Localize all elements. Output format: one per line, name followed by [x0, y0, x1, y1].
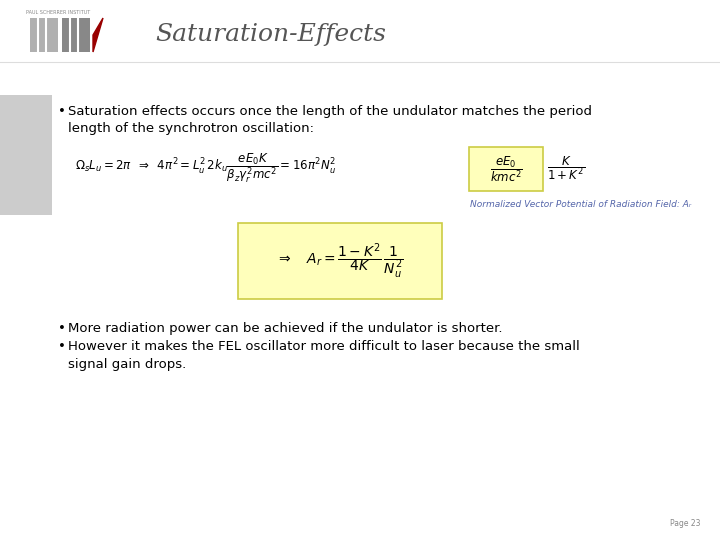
Text: $\dfrac{eE_0}{kmc^2}$: $\dfrac{eE_0}{kmc^2}$ [490, 154, 523, 184]
Text: However it makes the FEL oscillator more difficult to laser because the small: However it makes the FEL oscillator more… [68, 340, 580, 353]
Text: Page 23: Page 23 [670, 519, 700, 528]
FancyBboxPatch shape [62, 18, 90, 52]
Text: Normalized Vector Potential of Radiation Field: Aᵣ: Normalized Vector Potential of Radiation… [470, 200, 691, 209]
FancyBboxPatch shape [469, 147, 543, 191]
Text: signal gain drops.: signal gain drops. [68, 358, 186, 371]
FancyBboxPatch shape [0, 95, 52, 215]
Text: •: • [58, 105, 66, 118]
Text: Saturation-Effects: Saturation-Effects [155, 24, 386, 46]
Text: length of the synchrotron oscillation:: length of the synchrotron oscillation: [68, 122, 314, 135]
Text: PAUL SCHERRER INSTITUT: PAUL SCHERRER INSTITUT [26, 10, 90, 15]
Text: More radiation power can be achieved if the undulator is shorter.: More radiation power can be achieved if … [68, 322, 503, 335]
Text: $\Rightarrow \quad A_r = \dfrac{1-K^2}{4K}\,\dfrac{1}{N_u^2}$: $\Rightarrow \quad A_r = \dfrac{1-K^2}{4… [276, 241, 404, 281]
Text: $\Omega_s L_u = 2\pi \;\;\Rightarrow\;\; 4\pi^2 = L_u^2\,2k_u\dfrac{eE_0 K}{\bet: $\Omega_s L_u = 2\pi \;\;\Rightarrow\;\;… [75, 151, 336, 185]
Text: $\dfrac{K}{1+K^2}$: $\dfrac{K}{1+K^2}$ [547, 154, 585, 182]
Text: •: • [58, 340, 66, 353]
FancyBboxPatch shape [238, 223, 442, 299]
Text: •: • [58, 322, 66, 335]
Text: Saturation effects occurs once the length of the undulator matches the period: Saturation effects occurs once the lengt… [68, 105, 592, 118]
FancyBboxPatch shape [30, 18, 58, 52]
Polygon shape [93, 18, 103, 52]
